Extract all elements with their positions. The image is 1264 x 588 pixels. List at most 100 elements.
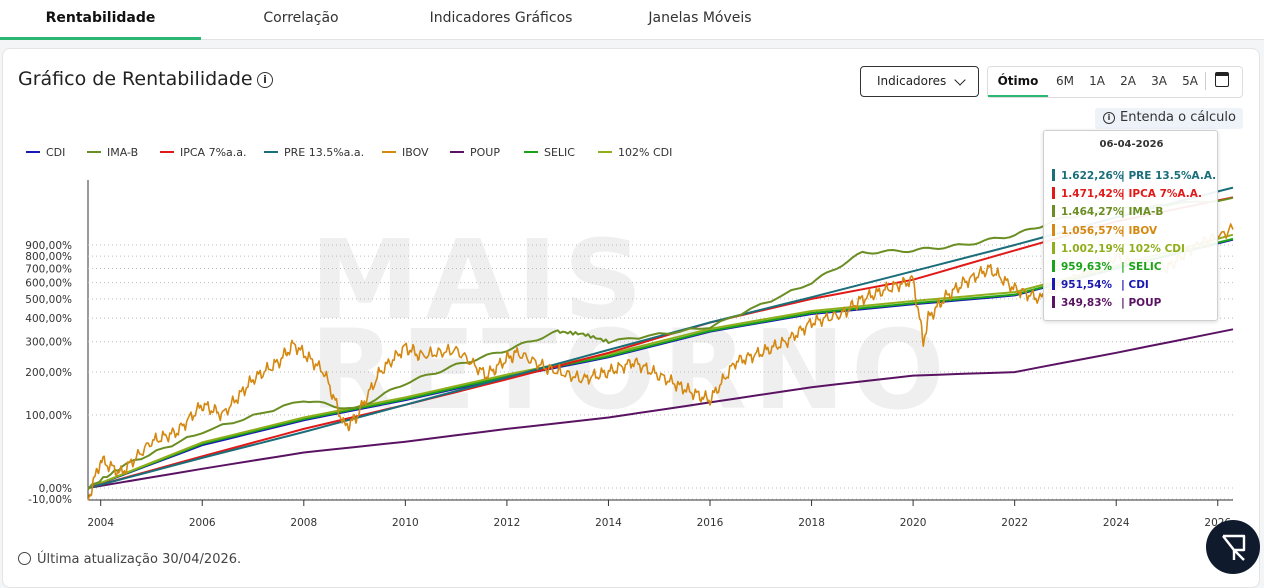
tooltip-value: 1.056,57% bbox=[1061, 224, 1124, 237]
tooltip-row: 1.056,57%| IBOV bbox=[1052, 223, 1157, 238]
tooltip-row: 959,63% | SELIC bbox=[1052, 260, 1162, 274]
brand-logo-button[interactable] bbox=[1206, 520, 1260, 574]
period-5a[interactable]: 5A bbox=[1182, 74, 1198, 88]
period-2a[interactable]: 2A bbox=[1120, 74, 1136, 88]
tooltip-label: | SELIC bbox=[1121, 261, 1162, 273]
tooltip-swatch bbox=[1052, 223, 1055, 236]
y-tick-label: 400,00% bbox=[25, 313, 72, 325]
tooltip-swatch bbox=[1052, 205, 1055, 218]
y-tick-label: 300,00% bbox=[25, 337, 72, 349]
legend-item-selic[interactable]: SELIC bbox=[524, 146, 575, 159]
y-tick-label: 900,00% bbox=[25, 240, 72, 252]
x-tick-label: 2014 bbox=[595, 517, 622, 529]
legend-label: IMA-B bbox=[107, 146, 139, 159]
tooltip-swatch bbox=[1052, 241, 1055, 254]
x-tick-label: 2024 bbox=[1103, 517, 1130, 529]
calendar-icon[interactable] bbox=[1215, 72, 1229, 87]
x-tick-label: 2012 bbox=[494, 517, 521, 529]
y-tick-label: 700,00% bbox=[25, 264, 72, 276]
y-tick-label: 800,00% bbox=[25, 251, 72, 263]
x-tick-label: 2016 bbox=[697, 517, 724, 529]
series-line-ibov bbox=[87, 223, 1234, 501]
series-line-pre-13-5-a-a- bbox=[87, 186, 1234, 489]
watermark: MAIS RETORNO bbox=[310, 216, 951, 434]
legend-swatch bbox=[160, 151, 174, 153]
legend-label: CDI bbox=[46, 146, 66, 159]
x-tick-label: 2022 bbox=[1001, 517, 1028, 529]
y-tick-label: -10,00% bbox=[28, 494, 72, 506]
info-icon: i bbox=[1103, 112, 1115, 124]
tooltip-swatch bbox=[1052, 187, 1055, 200]
top-tabs-bar: Rentabilidade Correlação Indicadores Grá… bbox=[0, 0, 1264, 40]
legend-label: SELIC bbox=[544, 146, 575, 159]
y-tick-label: 500,00% bbox=[25, 294, 72, 306]
x-tick-label: 2008 bbox=[290, 517, 317, 529]
x-tick-label: 2004 bbox=[87, 517, 114, 529]
chart-tooltip: 06-04-2026 1.622,26%| PRE 13.5%A.A. 1.471… bbox=[1043, 130, 1218, 321]
period-6m[interactable]: 6M bbox=[1056, 74, 1074, 88]
indicators-dropdown-button[interactable]: Indicadores bbox=[860, 66, 979, 97]
last-update-text: Última atualização 30/04/2026. bbox=[37, 552, 242, 567]
x-tick-label: 2006 bbox=[189, 517, 216, 529]
last-update: Última atualização 30/04/2026. bbox=[18, 551, 242, 567]
tooltip-value: 349,83% bbox=[1061, 297, 1113, 310]
x-tick-label: 2020 bbox=[900, 517, 927, 529]
tooltip-value: 1.622,26% bbox=[1061, 170, 1124, 182]
tooltip-value: 951,54% bbox=[1061, 279, 1113, 292]
y-tick-label: 100,00% bbox=[25, 410, 72, 422]
series-line-selic bbox=[87, 237, 1234, 489]
tooltip-swatch bbox=[1052, 169, 1055, 181]
tooltip-swatch bbox=[1052, 296, 1055, 309]
tooltip-row: 1.471,42%| IPCA 7%A.A. bbox=[1052, 187, 1202, 201]
tab-rentabilidade[interactable]: Rentabilidade bbox=[0, 0, 201, 40]
legend-label: POUP bbox=[470, 146, 500, 159]
tab-janelas-moveis[interactable]: Janelas Móveis bbox=[648, 10, 752, 26]
tooltip-label: | CDI bbox=[1121, 279, 1149, 292]
tooltip-swatch bbox=[1052, 278, 1055, 291]
series-line-poup bbox=[87, 328, 1234, 489]
tooltip-label: | IPCA 7%A.A. bbox=[1121, 188, 1203, 201]
legend-item-102cdi[interactable]: 102% CDI bbox=[598, 146, 672, 159]
legend-item-ibov[interactable]: IBOV bbox=[382, 146, 429, 159]
chart-series bbox=[87, 186, 1234, 501]
tooltip-value: 1.002,19% bbox=[1061, 242, 1124, 255]
tooltip-row: 1.002,19%| 102% CDI bbox=[1052, 241, 1185, 256]
tooltip-date: 06-04-2026 bbox=[1099, 139, 1164, 150]
legend-item-poup[interactable]: POUP bbox=[450, 146, 500, 159]
period-1a[interactable]: 1A bbox=[1089, 74, 1105, 88]
tooltip-row: 349,83% | POUP bbox=[1052, 296, 1161, 310]
tooltip-swatch bbox=[1052, 260, 1055, 272]
period-separator bbox=[1205, 72, 1206, 90]
x-axis-ticks: 2004 2006 2008 2010 2012 2014 2016 2018 2020 2022… bbox=[87, 500, 1231, 529]
legend-label: 102% CDI bbox=[618, 146, 673, 159]
tooltip-row: 951,54% | CDI bbox=[1052, 278, 1149, 292]
y-tick-label: 200,00% bbox=[25, 367, 72, 379]
tab-correlacao[interactable]: Correlação bbox=[263, 10, 339, 26]
tab-indicadores-graficos[interactable]: Indicadores Gráficos bbox=[429, 10, 573, 26]
x-tick-label: 2018 bbox=[798, 517, 825, 529]
tooltip-label: | IMA-B bbox=[1121, 206, 1164, 219]
legend-swatch bbox=[524, 151, 538, 153]
series-line-102-cdi bbox=[87, 233, 1234, 489]
legend-item-pre[interactable]: PRE 13.5%a.a. bbox=[264, 146, 364, 159]
legend-label: IBOV bbox=[402, 146, 429, 159]
legend-swatch bbox=[26, 151, 40, 153]
legend-item-ipca[interactable]: IPCA 7%a.a. bbox=[160, 146, 247, 159]
entenda-label: Entenda o cálculo bbox=[1120, 110, 1236, 125]
legend-item-cdi[interactable]: CDI bbox=[26, 146, 65, 159]
series-line-ipca-7-a-a- bbox=[87, 196, 1234, 489]
tooltip-row: 1.464,27%| IMA-B bbox=[1052, 205, 1163, 219]
x-tick-label: 2010 bbox=[392, 517, 419, 529]
info-circle-icon[interactable]: i bbox=[257, 72, 273, 88]
brand-logo-icon bbox=[1222, 534, 1246, 561]
legend-swatch bbox=[450, 151, 464, 153]
period-3a[interactable]: 3A bbox=[1151, 74, 1167, 88]
y-tick-label: 600,00% bbox=[25, 278, 72, 290]
y-tick-label: 0,00% bbox=[39, 483, 72, 495]
entenda-calculo-link[interactable]: i Entenda o cálculo bbox=[1095, 108, 1243, 129]
period-otimo[interactable]: Ótimo bbox=[988, 67, 1048, 97]
legend-item-imab[interactable]: IMA-B bbox=[87, 146, 138, 159]
y-axis-ticks: 900,00%800,00%700,00% 600,00% 500,00% 400,0… bbox=[25, 240, 72, 506]
legend-label: PRE 13.5%a.a. bbox=[284, 146, 365, 159]
tooltip-label: | 102% CDI bbox=[1121, 242, 1185, 255]
